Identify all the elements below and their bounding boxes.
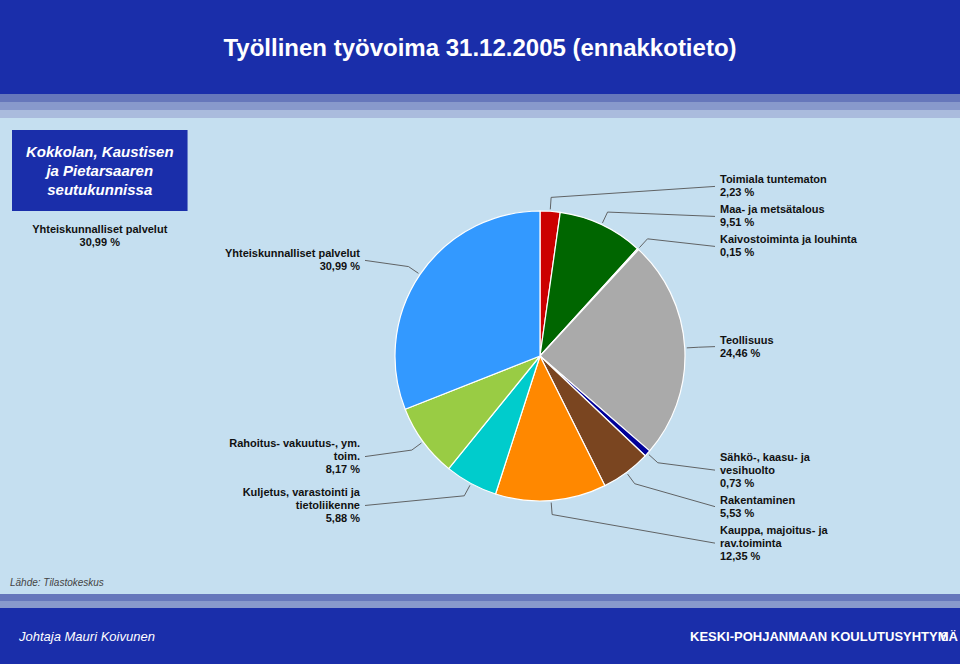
- slice-label: Toimiala tuntematon: [720, 173, 827, 185]
- subtitle-group: Kokkolan, Kaustisen ja Pietarsaaren seutuk…: [12, 130, 188, 211]
- value-label: 9,51 %: [720, 216, 754, 228]
- value-label: 30,99 %: [320, 260, 361, 272]
- value-label: 24,46 %: [720, 347, 761, 359]
- background: [0, 0, 960, 664]
- slice: [395, 211, 540, 409]
- slice-label: Rakentaminen: [720, 494, 795, 506]
- leader-line: [551, 503, 715, 544]
- value-label: 5,88 %: [326, 512, 360, 524]
- header-stripe: [0, 94, 960, 102]
- footer-stripe: [0, 601, 960, 608]
- slice-label-line: Maa- ja metsätalous: [720, 203, 825, 215]
- value-label: 8,17 %: [326, 463, 360, 475]
- slice-label: Kuljetus, varastointi jatietoliikenne: [243, 486, 361, 511]
- subtitle-line: ja Pietarsaaren: [44, 162, 153, 179]
- slice-label: Kaivostoiminta ja louhinta: [720, 233, 858, 245]
- leader-line: [550, 186, 715, 209]
- slice-label-line: toim.: [334, 450, 360, 462]
- slice-label-line: Kauppa, majoitus- ja: [720, 524, 828, 536]
- leader-line: [602, 212, 715, 223]
- slice-label-line: Kuljetus, varastointi ja: [243, 486, 361, 498]
- chart: Työllinen työvoima 31.12.2005 (ennakkoti…: [0, 0, 960, 664]
- slice-label-line: tietoliikenne: [296, 499, 360, 511]
- slice-label: Yhteiskunnalliset palvelut: [225, 247, 360, 259]
- leader-line: [639, 239, 715, 248]
- header-bar: [0, 0, 960, 94]
- slice-label: Sähkö-, kaasu- javesihuolto: [720, 451, 811, 476]
- value-label: 0,15 %: [720, 246, 754, 258]
- slice-label: Teollisuus: [720, 334, 774, 346]
- footer-right: KESKI-POHJANMAAN KOULUTUSYHTYMÄ: [690, 629, 959, 644]
- subtitle-line: Kokkolan, Kaustisen: [26, 143, 174, 160]
- slice-label-line: rav.toiminta: [720, 537, 782, 549]
- page-number: 6: [941, 629, 948, 644]
- slice-label-line: Rakentaminen: [720, 494, 795, 506]
- footer-stripe: [0, 594, 960, 601]
- slice-label-line: Rahoitus- vakuutus-, ym.: [229, 437, 360, 449]
- leader-line: [365, 485, 470, 505]
- leader-line: [628, 474, 715, 507]
- leader-line: [365, 443, 421, 457]
- source: Lähde: Tilastokeskus: [10, 577, 104, 588]
- subtitle-box: [12, 130, 188, 211]
- subtitle: Kokkolan, Kaustisen ja Pietarsaaren seutuk…: [26, 143, 174, 198]
- value-label: 5,53 %: [720, 507, 754, 519]
- leader-line: [687, 347, 715, 348]
- slice-label-line: Toimiala tuntematon: [720, 173, 827, 185]
- subtitle-line: seutukunnissa: [47, 181, 152, 198]
- slice-label-line: Sähkö-, kaasu- ja: [720, 451, 811, 463]
- slice-label-line: vesihuolto: [720, 464, 775, 476]
- slice-label-line: Kaivostoiminta ja louhinta: [720, 233, 858, 245]
- slice-label-line: Yhteiskunnalliset palvelut: [225, 247, 360, 259]
- box-caption: Yhteiskunnalliset palvelut: [32, 223, 167, 235]
- slice-label: Maa- ja metsätalous: [720, 203, 825, 215]
- labels: Toimiala tuntematon2,23 % Maa- ja metsäta…: [225, 173, 858, 561]
- footer-left: Johtaja Mauri Koivunen: [18, 629, 155, 644]
- value-label: 0,73 %: [720, 477, 754, 489]
- footer-bar: [0, 608, 960, 664]
- pie: [395, 211, 685, 501]
- box-caption-value: 30,99 %: [80, 236, 121, 248]
- title: Työllinen työvoima 31.12.2005 (ennakkoti…: [223, 34, 736, 61]
- leader-line: [649, 455, 715, 470]
- header-stripe: [0, 110, 960, 118]
- slice-label-line: Teollisuus: [720, 334, 774, 346]
- value-label: 12,35 %: [720, 550, 761, 562]
- slice-label: Kauppa, majoitus- jarav.toiminta: [720, 524, 828, 549]
- header-stripe: [0, 102, 960, 110]
- value-label: 2,23 %: [720, 186, 754, 198]
- leader-line: [365, 260, 418, 273]
- slice-label: Rahoitus- vakuutus-, ym.toim.: [229, 437, 360, 462]
- box-caption-line: Yhteiskunnalliset palvelut: [32, 223, 167, 235]
